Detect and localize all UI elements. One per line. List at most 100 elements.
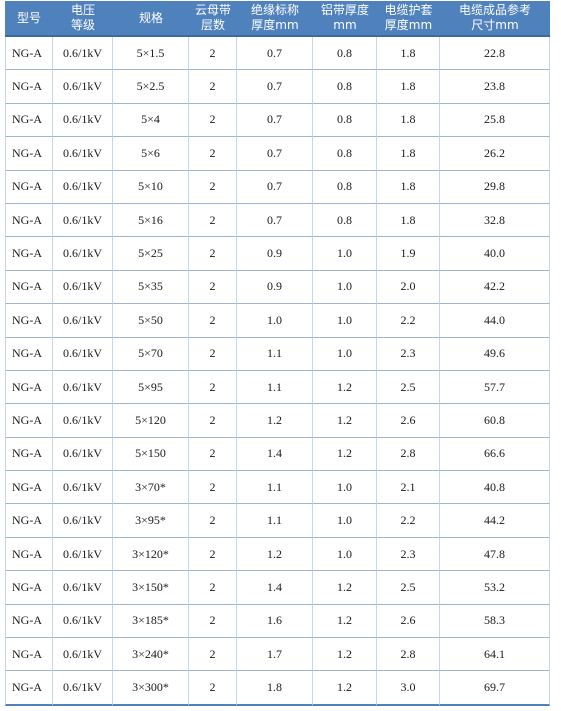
cell-voltage: 0.6/1kV <box>53 237 113 271</box>
cell-model: NG-A <box>5 671 53 706</box>
cell-insulation: 1.6 <box>237 604 313 639</box>
table-row: NG-A 0.6/1kV 3×150* 2 1.4 1.2 2.5 53.2 <box>5 571 550 605</box>
cell-spec: 3×185* <box>113 604 189 639</box>
header-reference-size: 电缆成品参考 尺寸mm <box>440 1 550 37</box>
cell-spec: 5×95 <box>113 370 189 405</box>
cell-mica-layers: 2 <box>189 537 237 572</box>
table-row: NG-A 0.6/1kV 5×25 2 0.9 1.0 1.9 40.0 <box>5 237 550 271</box>
cell-sheath: 2.8 <box>377 437 440 472</box>
cell-insulation: 0.7 <box>237 37 313 71</box>
cell-insulation: 0.7 <box>237 203 313 238</box>
cell-insulation: 1.2 <box>237 404 313 438</box>
cell-voltage: 0.6/1kV <box>53 404 113 438</box>
table-row: NG-A 0.6/1kV 5×6 2 0.7 0.8 1.8 26.2 <box>5 137 550 171</box>
cell-outer-size: 40.0 <box>440 237 550 271</box>
cable-spec-table: 型号 电压 等级 规格 云母带 层数 绝缘标称 厚度mm 铝带厚度 mm <box>5 1 550 706</box>
table-row: NG-A 0.6/1kV 3×240* 2 1.7 1.2 2.8 64.1 <box>5 638 550 672</box>
cell-sheath: 2.2 <box>377 504 440 538</box>
cell-model: NG-A <box>5 404 53 438</box>
cell-sheath: 1.8 <box>377 37 440 71</box>
cell-model: NG-A <box>5 638 53 672</box>
cell-model: NG-A <box>5 270 53 305</box>
cell-mica-layers: 2 <box>189 170 237 204</box>
cell-spec: 5×6 <box>113 137 189 171</box>
header-sheath-thickness: 电缆护套 厚度mm <box>377 1 440 37</box>
cell-mica-layers: 2 <box>189 237 237 271</box>
cell-insulation: 1.7 <box>237 638 313 672</box>
cell-model: NG-A <box>5 471 53 505</box>
cell-al-tape: 1.2 <box>313 571 377 605</box>
cell-spec: 3×120* <box>113 537 189 572</box>
cell-outer-size: 47.8 <box>440 537 550 572</box>
cell-mica-layers: 2 <box>189 203 237 238</box>
cell-al-tape: 1.2 <box>313 404 377 438</box>
cell-al-tape: 0.8 <box>313 203 377 238</box>
cell-spec: 5×70 <box>113 337 189 371</box>
cell-model: NG-A <box>5 203 53 238</box>
table-row: NG-A 0.6/1kV 5×16 2 0.7 0.8 1.8 32.8 <box>5 203 550 238</box>
cell-voltage: 0.6/1kV <box>53 437 113 472</box>
cell-voltage: 0.6/1kV <box>53 170 113 204</box>
cell-insulation: 1.4 <box>237 571 313 605</box>
cell-model: NG-A <box>5 604 53 639</box>
cell-spec: 3×150* <box>113 571 189 605</box>
cell-al-tape: 0.8 <box>313 37 377 71</box>
cell-outer-size: 44.2 <box>440 504 550 538</box>
cell-model: NG-A <box>5 103 53 138</box>
table-row: NG-A 0.6/1kV 3×95* 2 1.1 1.0 2.2 44.2 <box>5 504 550 538</box>
cell-sheath: 2.8 <box>377 638 440 672</box>
header-insulation-thickness: 绝缘标称 厚度mm <box>237 1 313 37</box>
header-mica-layers: 云母带 层数 <box>189 1 237 37</box>
cell-outer-size: 32.8 <box>440 203 550 238</box>
cell-al-tape: 1.2 <box>313 370 377 405</box>
cell-model: NG-A <box>5 537 53 572</box>
cell-voltage: 0.6/1kV <box>53 103 113 138</box>
cell-al-tape: 1.0 <box>313 237 377 271</box>
table-row: NG-A 0.6/1kV 5×2.5 2 0.7 0.8 1.8 23.8 <box>5 70 550 104</box>
cell-al-tape: 1.0 <box>313 504 377 538</box>
cell-al-tape: 0.8 <box>313 137 377 171</box>
cell-sheath: 2.3 <box>377 337 440 371</box>
cell-al-tape: 1.2 <box>313 437 377 472</box>
cell-mica-layers: 2 <box>189 504 237 538</box>
cell-voltage: 0.6/1kV <box>53 37 113 71</box>
cell-insulation: 1.2 <box>237 537 313 572</box>
cell-spec: 5×4 <box>113 103 189 138</box>
cell-mica-layers: 2 <box>189 37 237 71</box>
cell-voltage: 0.6/1kV <box>53 537 113 572</box>
table-body: NG-A 0.6/1kV 5×1.5 2 0.7 0.8 1.8 22.8 NG-A 0.6/1k… <box>5 37 550 706</box>
cell-outer-size: 66.6 <box>440 437 550 472</box>
cell-al-tape: 1.0 <box>313 337 377 371</box>
cell-outer-size: 58.3 <box>440 604 550 639</box>
cell-voltage: 0.6/1kV <box>53 638 113 672</box>
cell-insulation: 1.8 <box>237 671 313 706</box>
cell-outer-size: 26.2 <box>440 137 550 171</box>
cell-mica-layers: 2 <box>189 437 237 472</box>
header-specification: 规格 <box>113 1 189 37</box>
cell-sheath: 2.2 <box>377 304 440 338</box>
cell-spec: 3×70* <box>113 471 189 505</box>
cell-voltage: 0.6/1kV <box>53 671 113 706</box>
cell-spec: 5×25 <box>113 237 189 271</box>
cell-sheath: 1.9 <box>377 237 440 271</box>
cell-insulation: 1.1 <box>237 471 313 505</box>
table-row: NG-A 0.6/1kV 5×120 2 1.2 1.2 2.6 60.8 <box>5 404 550 438</box>
cell-model: NG-A <box>5 137 53 171</box>
table-row: NG-A 0.6/1kV 5×70 2 1.1 1.0 2.3 49.6 <box>5 337 550 371</box>
cell-model: NG-A <box>5 337 53 371</box>
cell-insulation: 1.1 <box>237 370 313 405</box>
cell-voltage: 0.6/1kV <box>53 571 113 605</box>
cell-model: NG-A <box>5 370 53 405</box>
cell-spec: 5×150 <box>113 437 189 472</box>
cell-sheath: 2.6 <box>377 404 440 438</box>
cell-mica-layers: 2 <box>189 638 237 672</box>
header-model: 型号 <box>5 1 53 37</box>
cell-mica-layers: 2 <box>189 404 237 438</box>
cell-outer-size: 40.8 <box>440 471 550 505</box>
cell-spec: 5×35 <box>113 270 189 305</box>
cell-sheath: 2.5 <box>377 571 440 605</box>
cell-outer-size: 49.6 <box>440 337 550 371</box>
cell-insulation: 0.7 <box>237 70 313 104</box>
table-row: NG-A 0.6/1kV 5×1.5 2 0.7 0.8 1.8 22.8 <box>5 37 550 71</box>
cell-al-tape: 1.2 <box>313 638 377 672</box>
